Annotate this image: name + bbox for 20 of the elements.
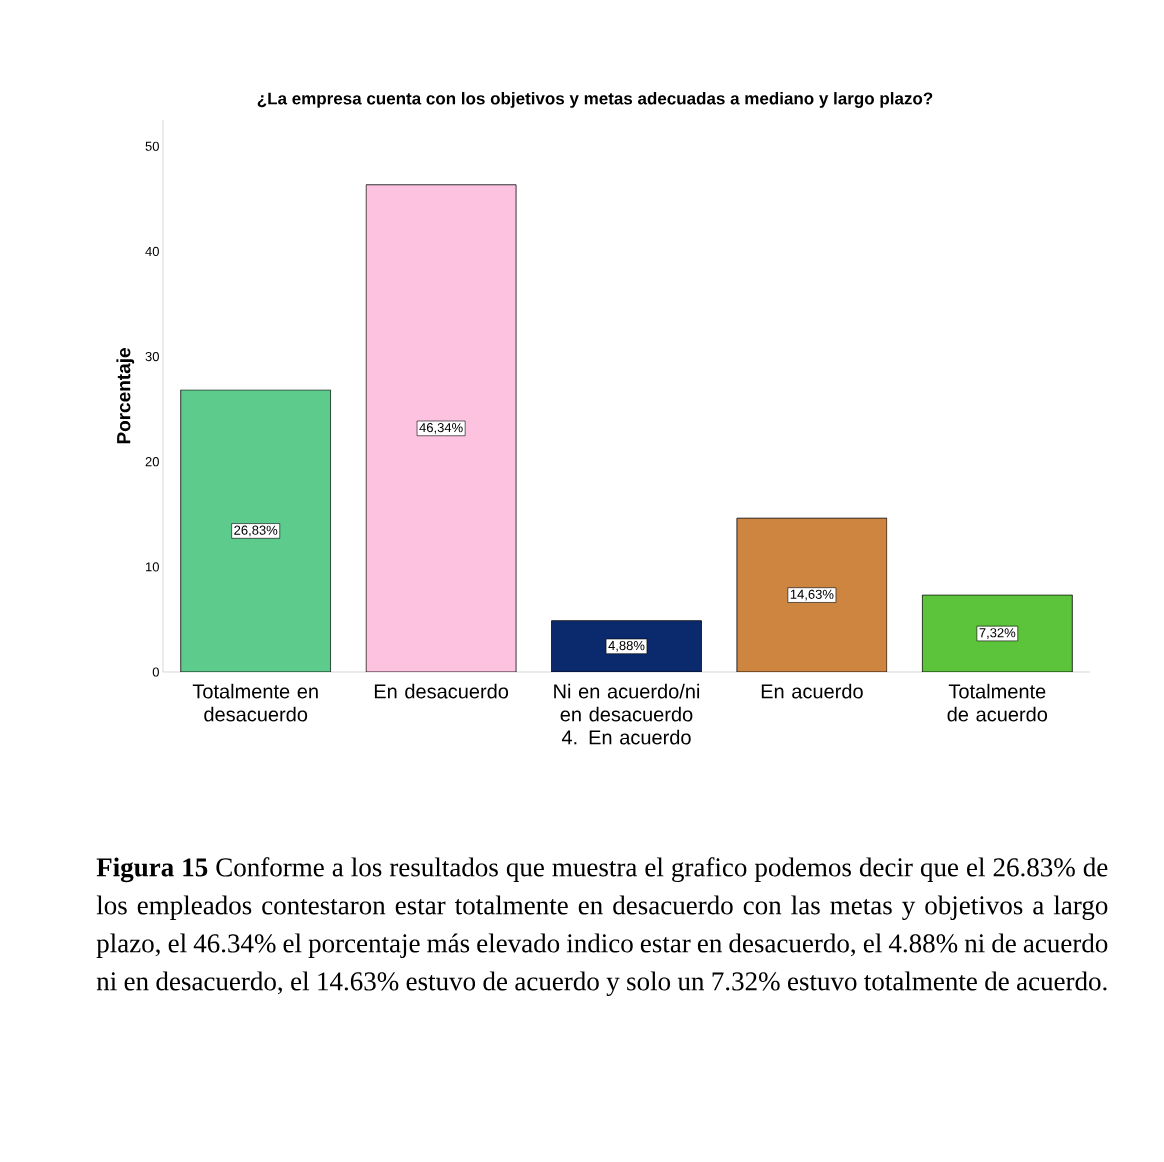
data-label: 46,34%	[419, 423, 463, 434]
x-tick-label: En desacuerdo	[374, 683, 509, 699]
y-tick-label: 20	[145, 457, 159, 467]
y-tick-label: 40	[145, 246, 159, 257]
y-tick-label: 10	[146, 562, 159, 572]
x-tick-label: Totalmente de acuerdo	[947, 683, 1048, 722]
x-tick-label: Ni en acuerdo/ni en desacuerdo 4. En acuerdo	[554, 683, 700, 745]
data-label: 26,83%	[234, 525, 278, 537]
bar	[921, 594, 1073, 672]
chart-title: ¿La empresa cuenta con los objetivos y metas adecuadas a mediano y largo plazo?	[257, 92, 933, 108]
data-label: 4,88%	[608, 640, 645, 652]
y-tick-label: 30	[145, 351, 159, 362]
data-label: 7,32%	[979, 628, 1016, 639]
y-tick-label: 0	[152, 667, 159, 677]
x-tick-label: En acuerdo	[761, 683, 863, 699]
y-axis-title: Porcentaje	[116, 348, 135, 444]
text: Figura 15 Conforme a los resultados que muestra el grafico podemos decir que el 26.83% de los empleados contestaron estar totalmente en desacuerdo con las metas y objetivos a largo plazo, el 46.34% el porcentaje más elevado indico estar en desacuerdo, el 4.88% ni de acuerdo ni en desacuerdo, el 14.63% estuvo de acuerdo y solo un 7.32% estuvo totalmente de acuerdo.	[96, 857, 1108, 997]
data-label: 14,63%	[790, 589, 834, 601]
x-tick-label: Totalmente en desacuerdo	[192, 683, 318, 722]
y-tick-label: 50	[145, 141, 159, 151]
